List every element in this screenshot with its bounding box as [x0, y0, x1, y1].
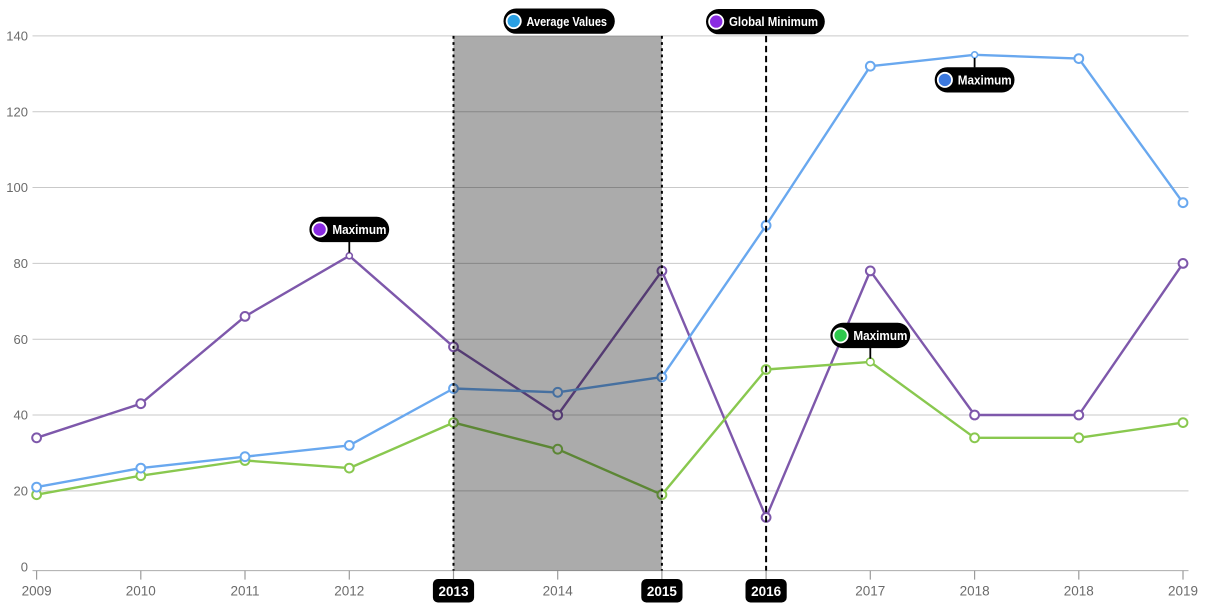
svg-text:Maximum: Maximum — [332, 222, 386, 237]
svg-text:2012: 2012 — [334, 583, 364, 598]
svg-text:120: 120 — [6, 104, 28, 119]
svg-text:40: 40 — [14, 408, 28, 423]
svg-text:2014: 2014 — [543, 583, 574, 598]
svg-text:Maximum: Maximum — [958, 73, 1012, 88]
svg-text:20: 20 — [14, 484, 28, 499]
svg-text:140: 140 — [6, 29, 28, 44]
svg-text:2016: 2016 — [751, 584, 782, 599]
svg-text:2018: 2018 — [1064, 583, 1094, 598]
svg-text:2009: 2009 — [22, 583, 52, 598]
svg-text:2018: 2018 — [960, 583, 990, 598]
svg-text:2019: 2019 — [1168, 583, 1198, 598]
svg-text:2013: 2013 — [438, 584, 469, 599]
svg-text:80: 80 — [14, 256, 28, 271]
svg-text:2011: 2011 — [230, 583, 259, 598]
svg-text:Maximum: Maximum — [853, 328, 907, 343]
svg-text:2010: 2010 — [126, 583, 156, 598]
svg-text:2017: 2017 — [855, 583, 885, 598]
svg-text:100: 100 — [6, 180, 28, 195]
svg-text:60: 60 — [14, 332, 28, 347]
svg-text:Global Minimum: Global Minimum — [729, 14, 818, 29]
svg-text:2015: 2015 — [647, 584, 678, 599]
svg-text:0: 0 — [21, 559, 28, 574]
svg-text:Average Values: Average Values — [527, 14, 608, 29]
